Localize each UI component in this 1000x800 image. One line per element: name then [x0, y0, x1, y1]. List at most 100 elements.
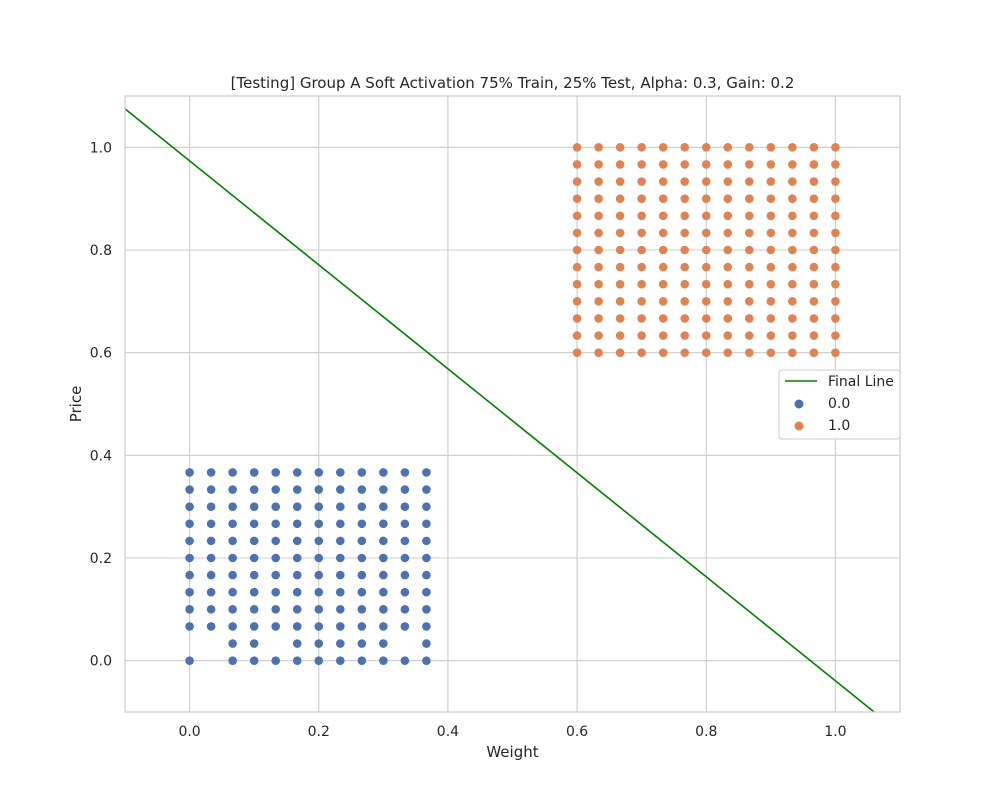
point-series-1	[594, 194, 603, 203]
point-series-0	[357, 519, 367, 529]
point-series-1	[680, 314, 690, 323]
point-series-1	[831, 348, 840, 357]
point-series-1	[788, 262, 797, 272]
point-series-0	[271, 502, 281, 511]
point-series-0	[292, 656, 302, 665]
point-series-1	[701, 331, 711, 340]
point-series-1	[680, 262, 690, 272]
x-axis-label: Weight	[486, 743, 538, 761]
point-series-1	[745, 143, 754, 152]
point-series-1	[766, 348, 776, 357]
point-series-0	[335, 587, 345, 597]
point-series-0	[422, 639, 431, 648]
point-series-0	[357, 502, 367, 511]
point-series-1	[637, 228, 646, 238]
point-series-1	[788, 279, 797, 289]
point-series-1	[745, 348, 754, 357]
point-series-0	[335, 639, 345, 648]
point-series-1	[701, 177, 711, 186]
point-series-0	[228, 485, 237, 494]
point-series-0	[185, 485, 194, 494]
point-series-0	[422, 536, 431, 546]
point-series-1	[701, 262, 711, 272]
point-series-1	[658, 228, 668, 238]
point-series-1	[766, 143, 776, 152]
point-series-1	[723, 160, 733, 169]
point-series-0	[422, 502, 431, 511]
point-series-1	[680, 297, 690, 306]
point-series-1	[788, 297, 797, 306]
point-series-0	[292, 519, 302, 529]
point-series-0	[400, 605, 410, 614]
point-series-1	[831, 297, 840, 306]
point-series-1	[572, 177, 582, 186]
point-series-0	[314, 502, 324, 511]
y-axis-label: Price	[67, 386, 85, 423]
point-series-1	[637, 331, 646, 340]
point-series-0	[249, 519, 259, 529]
chart-title: [Testing] Group A Soft Activation 75% Tr…	[231, 74, 795, 92]
point-series-1	[723, 314, 733, 323]
point-series-0	[314, 485, 324, 494]
point-series-1	[766, 245, 776, 255]
point-series-1	[680, 279, 690, 289]
point-series-0	[206, 605, 216, 614]
point-series-1	[831, 245, 840, 255]
x-tick-label: 0.2	[308, 724, 330, 740]
point-series-1	[745, 194, 754, 203]
point-series-1	[680, 211, 690, 221]
x-tick-label: 1.0	[824, 724, 846, 740]
point-series-1	[615, 194, 625, 203]
point-series-1	[831, 331, 840, 340]
point-series-0	[249, 639, 259, 648]
point-series-0	[271, 622, 281, 631]
final-line-layer	[124, 108, 875, 713]
point-series-0	[400, 570, 410, 580]
point-series-0	[228, 468, 237, 477]
point-series-1	[831, 228, 840, 238]
point-series-1	[809, 314, 819, 323]
point-series-1	[658, 160, 668, 169]
point-series-1	[788, 194, 797, 203]
point-series-1	[831, 211, 840, 221]
point-series-1	[680, 143, 690, 152]
point-series-0	[314, 605, 324, 614]
point-series-0	[206, 536, 216, 546]
x-tick-labels: 0.0 0.2 0.4 0.6 0.8 1.0	[178, 724, 846, 740]
y-tick-label: 0.0	[90, 654, 112, 670]
point-series-0	[379, 536, 388, 546]
point-series-1	[615, 143, 625, 152]
point-series-0	[357, 639, 367, 648]
x-tick-label: 0.4	[437, 724, 459, 740]
point-series-0	[292, 622, 302, 631]
point-series-1	[701, 279, 711, 289]
point-series-0	[357, 536, 367, 546]
point-series-0	[357, 587, 367, 597]
point-series-1	[572, 211, 582, 221]
point-series-0	[292, 639, 302, 648]
point-series-1	[809, 279, 819, 289]
point-series-1	[637, 160, 646, 169]
point-series-1	[594, 297, 603, 306]
point-series-0	[249, 536, 259, 546]
point-series-1	[788, 160, 797, 169]
point-series-0	[422, 519, 431, 529]
point-series-1	[637, 279, 646, 289]
point-series-0	[185, 536, 194, 546]
point-series-0	[228, 570, 237, 580]
point-series-1	[615, 314, 625, 323]
point-series-1	[572, 228, 582, 238]
point-series-0	[228, 656, 237, 665]
point-series-0	[185, 656, 194, 665]
point-series-1	[615, 279, 625, 289]
point-series-0	[422, 570, 431, 580]
point-series-0	[228, 587, 237, 597]
point-series-1	[658, 211, 668, 221]
point-series-0	[206, 622, 216, 631]
point-series-1	[745, 279, 754, 289]
point-series-0	[249, 587, 259, 597]
point-series-1	[637, 143, 646, 152]
point-series-0	[335, 485, 345, 494]
point-series-1	[788, 314, 797, 323]
